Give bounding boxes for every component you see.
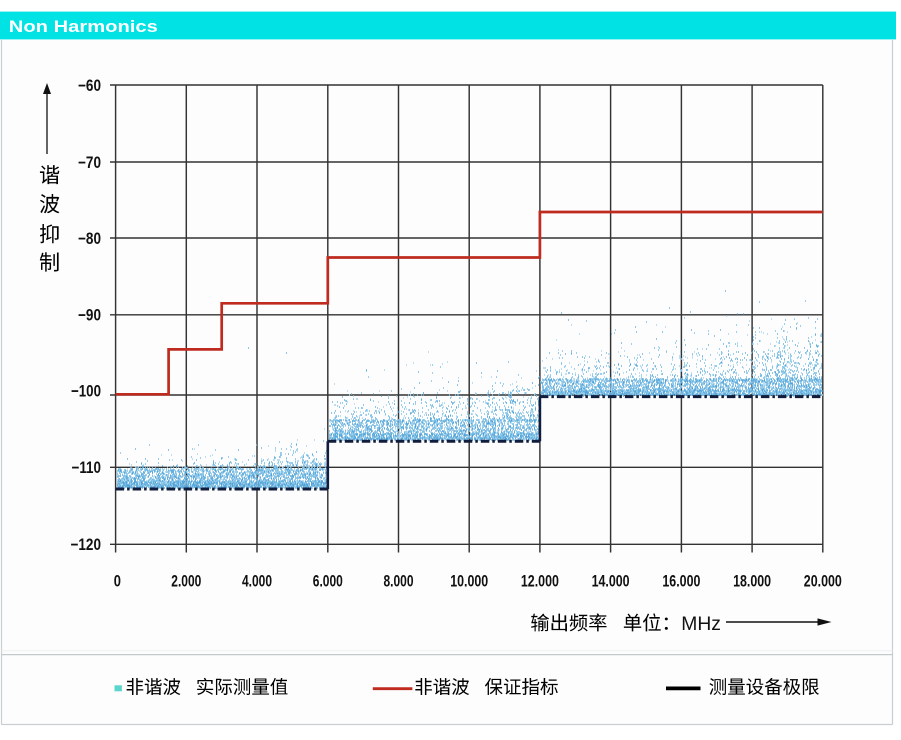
svg-text:20.000: 20.000 bbox=[804, 572, 842, 590]
svg-text:−110: −110 bbox=[72, 459, 102, 477]
svg-text:−90: −90 bbox=[78, 307, 101, 325]
svg-text:−80: −80 bbox=[78, 230, 101, 248]
svg-text:−100: −100 bbox=[71, 383, 101, 401]
svg-text:18.000: 18.000 bbox=[733, 572, 771, 590]
svg-text:−70: −70 bbox=[78, 154, 101, 172]
svg-text:MHz: MHz bbox=[681, 614, 721, 635]
svg-text:16.000: 16.000 bbox=[662, 572, 700, 590]
svg-text:0: 0 bbox=[114, 572, 121, 590]
svg-text:8.000: 8.000 bbox=[384, 572, 414, 590]
svg-text:4.000: 4.000 bbox=[242, 572, 272, 590]
svg-text:Non Harmonics: Non Harmonics bbox=[9, 18, 158, 36]
svg-text:6.000: 6.000 bbox=[313, 572, 343, 590]
svg-text:−120: −120 bbox=[71, 536, 102, 554]
svg-text:14.000: 14.000 bbox=[592, 572, 630, 590]
svg-text:2.000: 2.000 bbox=[171, 572, 201, 590]
svg-text:12.000: 12.000 bbox=[521, 572, 559, 590]
svg-text:−60: −60 bbox=[78, 77, 101, 95]
svg-text:10.000: 10.000 bbox=[450, 572, 488, 590]
